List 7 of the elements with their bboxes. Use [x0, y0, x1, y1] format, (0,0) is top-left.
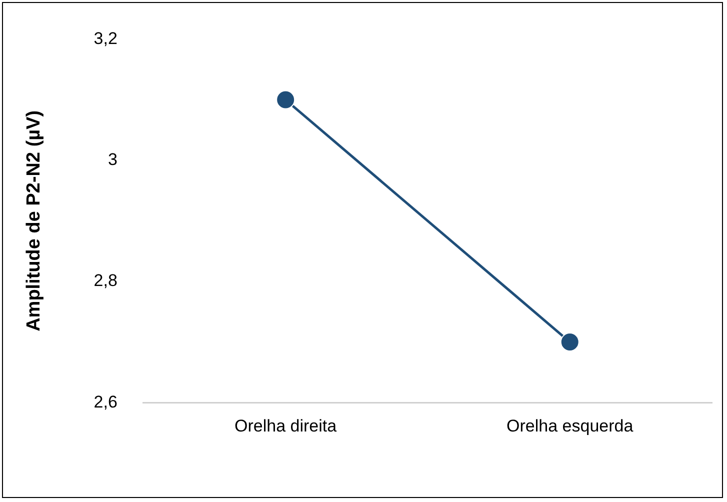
y-tick-label: 2,8 [94, 271, 118, 290]
x-tick-label: Orelha esquerda [506, 416, 634, 436]
y-tick-label: 3 [108, 150, 118, 170]
y-axis-title: Amplitude de P2-N2 (µV) [24, 110, 45, 332]
y-tick-label: 2,6 [94, 392, 118, 412]
x-tick-label: Orelha direita [234, 416, 338, 436]
y-tick-label: 3,2 [94, 28, 118, 48]
